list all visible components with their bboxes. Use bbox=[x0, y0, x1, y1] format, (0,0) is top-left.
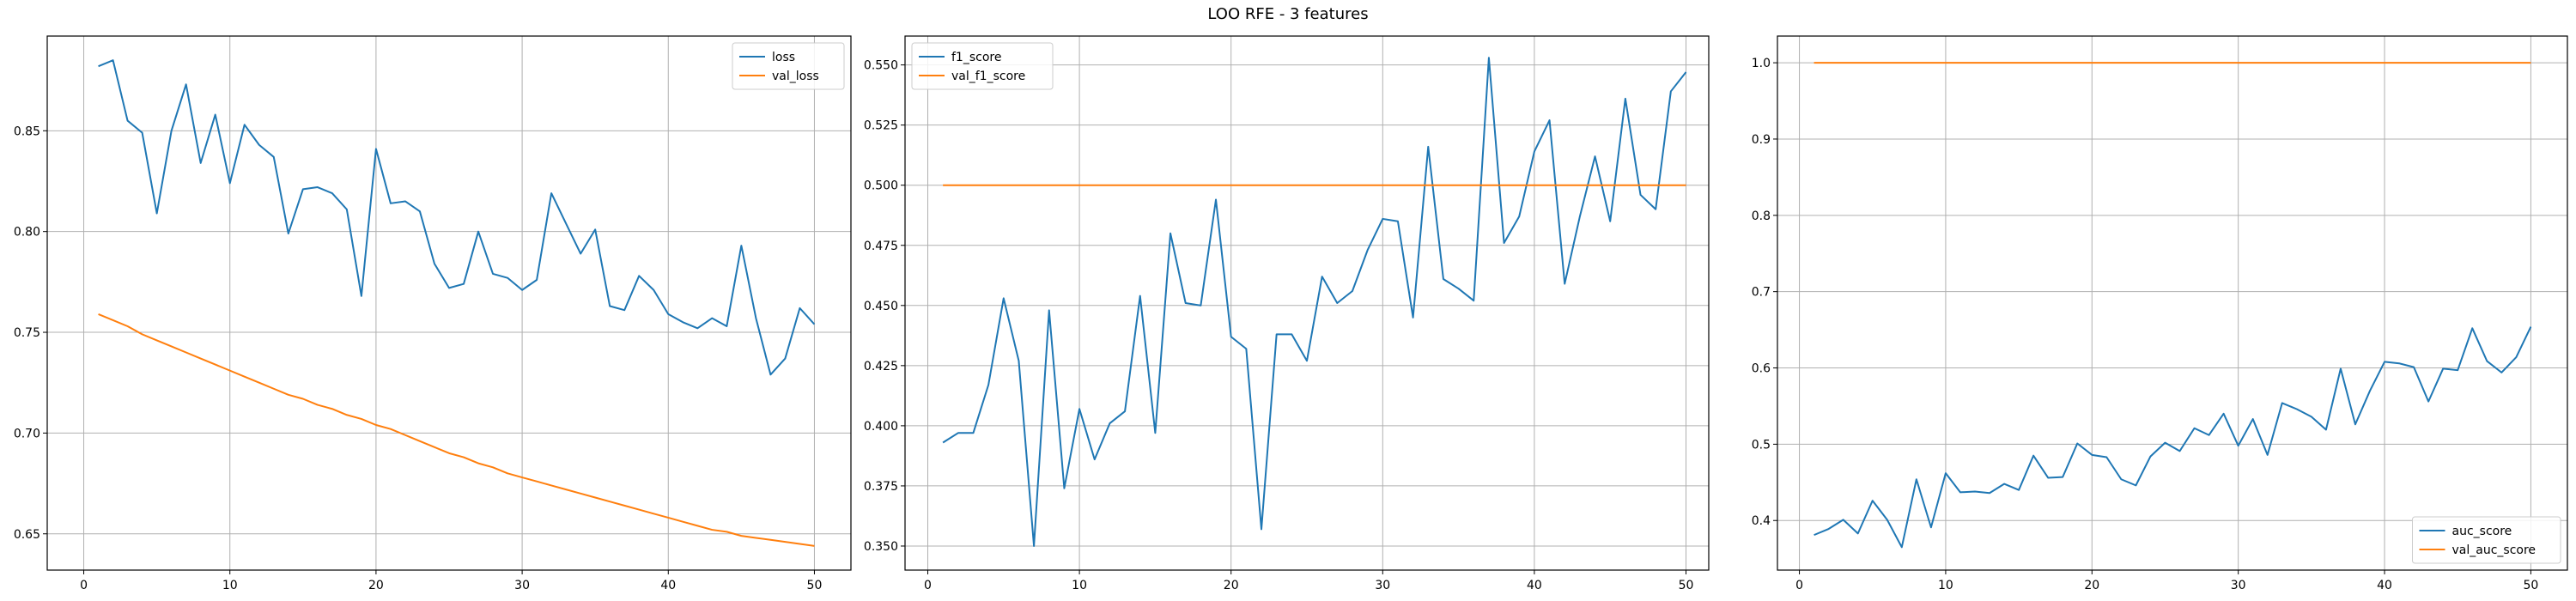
chart-0-grid bbox=[47, 36, 851, 570]
chart-0-y-tick-label: 0.75 bbox=[14, 326, 40, 340]
chart-0-y-tick-label: 0.65 bbox=[14, 528, 40, 542]
chart-1-x-tick-label: 0 bbox=[924, 579, 932, 592]
chart-2-y-tick-label: 0.4 bbox=[1752, 514, 1771, 528]
chart-1-y-tick-label: 0.350 bbox=[864, 540, 898, 554]
chart-2-x-tick-label: 0 bbox=[1795, 579, 1803, 592]
chart-0-x-tick-label: 0 bbox=[80, 579, 88, 592]
chart-0-y-tick-label: 0.70 bbox=[14, 427, 40, 440]
chart-1-y-tick-label: 0.525 bbox=[864, 119, 898, 133]
chart-2-y-tick-label: 0.7 bbox=[1752, 286, 1771, 300]
chart-2-x-tick-label: 30 bbox=[2231, 579, 2246, 592]
chart-1-x-tick-label: 10 bbox=[1072, 579, 1087, 592]
chart-2-y-tick-label: 1.0 bbox=[1752, 57, 1771, 70]
chart-1-axes-frame bbox=[904, 35, 1710, 571]
chart-1-legend: f1_score val_f1_score bbox=[911, 42, 1054, 90]
chart-1-y-tick-label: 0.375 bbox=[864, 480, 898, 494]
chart-2-grid bbox=[1777, 36, 2567, 570]
chart-0-legend: loss val_loss bbox=[732, 42, 845, 90]
chart-1-legend-label-val_f1_score: val_f1_score bbox=[951, 70, 1025, 83]
chart-2-x-tick-label: 40 bbox=[2377, 579, 2392, 592]
chart-0-legend-label-loss: loss bbox=[772, 51, 795, 64]
chart-0-axes-frame bbox=[46, 35, 852, 571]
chart-0-series-val_loss-line bbox=[98, 313, 815, 547]
chart-1-y-tick-label: 0.550 bbox=[864, 59, 898, 73]
chart-2-y-tick-label: 0.5 bbox=[1752, 438, 1771, 452]
chart-2-legend: auc_score val_auc_score bbox=[2412, 516, 2561, 564]
chart-0-y-tick-label: 0.85 bbox=[14, 124, 40, 138]
chart-1-y-tick-label: 0.400 bbox=[864, 420, 898, 434]
chart-0-series-loss-line bbox=[98, 59, 816, 376]
chart-2-legend-box bbox=[2412, 516, 2561, 564]
chart-2-legend-label-auc_score: auc_score bbox=[2452, 525, 2512, 538]
chart-0-x-tick-label: 20 bbox=[368, 579, 384, 592]
chart-2-x-tick-label: 50 bbox=[2523, 579, 2538, 592]
chart-0-x-tick-label: 10 bbox=[222, 579, 238, 592]
chart-2-y-tick-label: 0.9 bbox=[1752, 133, 1771, 147]
chart-1-x-tick-label: 50 bbox=[1679, 579, 1694, 592]
chart-0-legend-box bbox=[732, 42, 845, 90]
chart-1-x-tick-label: 20 bbox=[1224, 579, 1239, 592]
figure-title: LOO RFE - 3 features bbox=[1207, 5, 1369, 23]
chart-0-y-tick-label: 0.80 bbox=[14, 226, 40, 240]
chart-0-x-tick-label: 30 bbox=[514, 579, 530, 592]
chart-1-legend-box bbox=[911, 42, 1054, 90]
chart-1-x-tick-label: 30 bbox=[1375, 579, 1390, 592]
chart-1-y-tick-label: 0.425 bbox=[864, 360, 898, 373]
chart-2-x-tick-label: 10 bbox=[1938, 579, 1953, 592]
chart-2-axes-frame bbox=[1777, 35, 2568, 571]
chart-1-legend-label-f1_score: f1_score bbox=[951, 51, 1001, 64]
chart-0-x-tick-label: 50 bbox=[807, 579, 823, 592]
chart-2-series-auc_score-line bbox=[1814, 326, 2532, 549]
chart-1-x-tick-label: 40 bbox=[1527, 579, 1542, 592]
chart-0-legend-label-val_loss: val_loss bbox=[772, 70, 819, 83]
chart-1-y-tick-label: 0.475 bbox=[864, 240, 898, 253]
chart-2-y-tick-label: 0.8 bbox=[1752, 209, 1771, 223]
chart-1-y-tick-label: 0.450 bbox=[864, 300, 898, 313]
chart-0-x-tick-label: 40 bbox=[660, 579, 676, 592]
chart-2-y-tick-label: 0.6 bbox=[1752, 362, 1771, 376]
chart-1-y-tick-label: 0.500 bbox=[864, 179, 898, 193]
chart-2-x-tick-label: 20 bbox=[2084, 579, 2099, 592]
chart-1-series-f1_score-line bbox=[942, 57, 1687, 547]
chart-2-legend-label-val_auc_score: val_auc_score bbox=[2452, 543, 2537, 557]
